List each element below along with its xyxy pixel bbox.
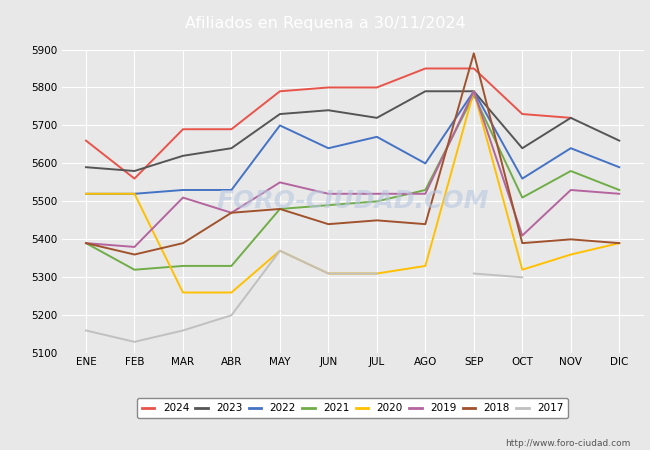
Text: http://www.foro-ciudad.com: http://www.foro-ciudad.com bbox=[505, 439, 630, 448]
Text: FORO-CIUDAD.COM: FORO-CIUDAD.COM bbox=[216, 189, 489, 213]
Legend: 2024, 2023, 2022, 2021, 2020, 2019, 2018, 2017: 2024, 2023, 2022, 2021, 2020, 2019, 2018… bbox=[136, 398, 569, 418]
Text: Afiliados en Requena a 30/11/2024: Afiliados en Requena a 30/11/2024 bbox=[185, 16, 465, 31]
